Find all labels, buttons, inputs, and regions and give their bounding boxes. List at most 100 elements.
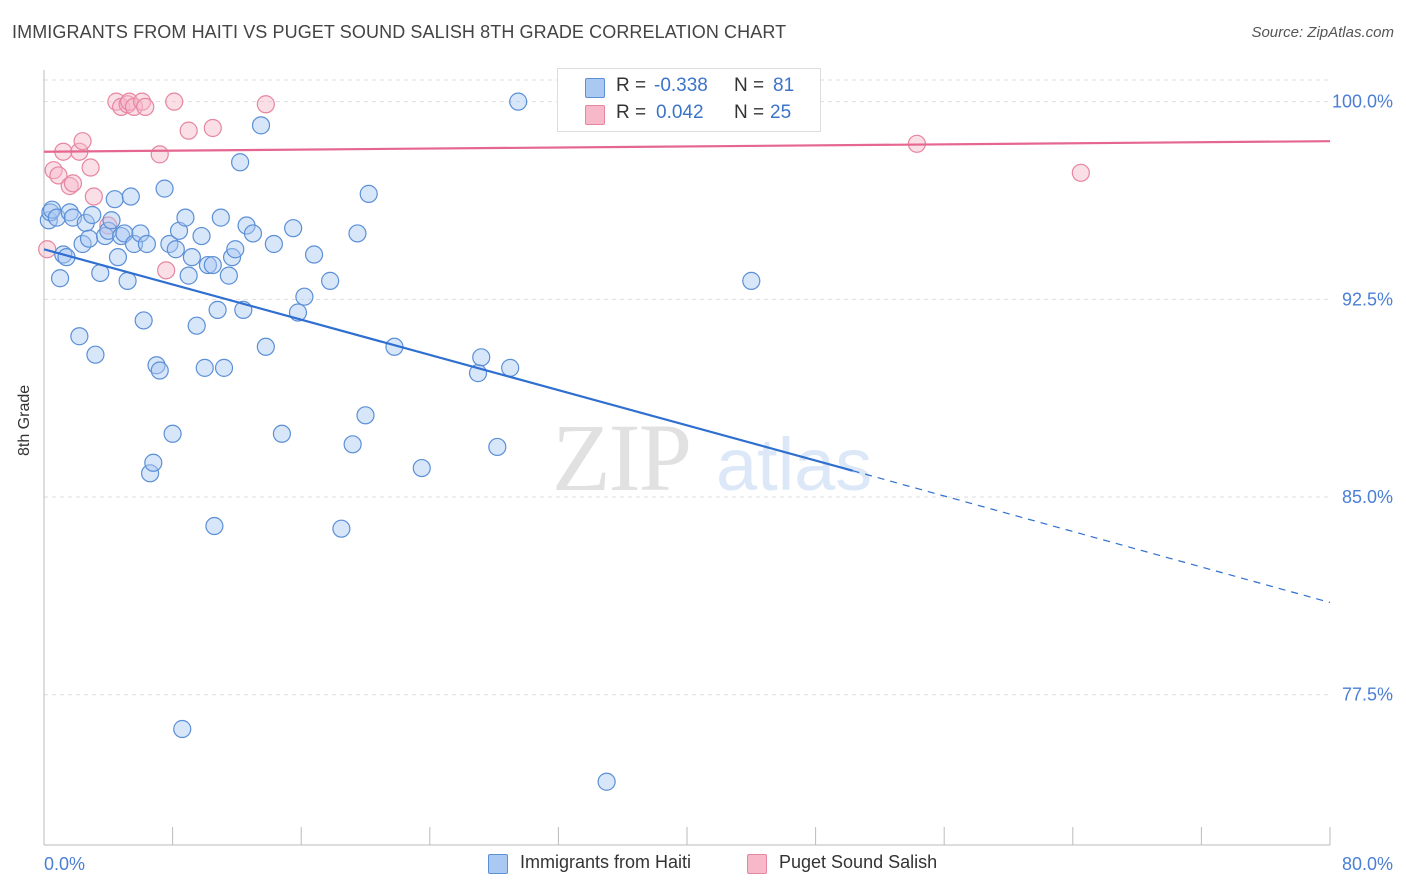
point-salish (1071, 163, 1090, 182)
point-salish (81, 158, 100, 177)
point-haiti (356, 406, 375, 425)
point-haiti (121, 187, 140, 206)
stats-box: R = -0.338 N = 81 R = 0.042 N = 25 (557, 68, 821, 132)
point-haiti (348, 224, 367, 243)
point-haiti (343, 435, 362, 454)
point-haiti (321, 271, 340, 290)
y-tick-label: 85.0% (1342, 487, 1393, 507)
point-haiti (195, 358, 214, 377)
y-tick-label: 92.5% (1342, 289, 1393, 309)
watermark-atlas: atlas (716, 423, 872, 506)
stats-r-value: 0.042 (656, 102, 704, 123)
legend-label: Puget Sound Salish (779, 852, 938, 872)
point-haiti (163, 424, 182, 443)
point-haiti (179, 266, 198, 285)
series-puget-sound-salish-points (38, 92, 1090, 280)
point-salish (107, 92, 126, 111)
point-salish (256, 95, 275, 114)
point-haiti (50, 269, 70, 288)
point-haiti (134, 311, 153, 330)
stats-r-label: R = (616, 75, 647, 96)
point-haiti (251, 116, 271, 135)
trend-line-haiti (43, 248, 853, 472)
point-salish (150, 145, 169, 164)
point-haiti (488, 437, 507, 457)
stats-r-value: -0.338 (654, 75, 708, 96)
watermark: ZIP atlas (552, 404, 872, 511)
point-haiti (83, 205, 102, 225)
point-haiti (211, 208, 230, 227)
point-haiti (284, 219, 303, 238)
point-salish (157, 261, 176, 280)
trend-line-haiti-extension (852, 470, 1331, 604)
stats-n-label: N = (734, 75, 765, 96)
stats-row-haiti: R = -0.338 N = 81 (558, 73, 820, 99)
point-haiti (124, 234, 144, 254)
stats-n-value: 25 (770, 102, 792, 123)
stats-swatch-pink (585, 105, 605, 125)
point-haiti (304, 245, 324, 264)
point-haiti (219, 266, 238, 285)
point-salish (165, 92, 184, 111)
axes (43, 70, 1331, 846)
point-haiti (256, 337, 275, 356)
point-haiti (332, 519, 351, 538)
point-haiti (295, 287, 314, 306)
point-haiti (412, 458, 431, 478)
point-salish (73, 132, 92, 151)
point-haiti (214, 358, 234, 377)
point-haiti (155, 179, 174, 198)
point-haiti (118, 271, 137, 290)
point-haiti (182, 248, 201, 267)
point-haiti (79, 229, 99, 248)
point-salish (179, 121, 198, 140)
point-haiti (60, 203, 79, 222)
point-haiti (597, 772, 616, 791)
point-salish (63, 174, 83, 193)
point-haiti (198, 255, 218, 275)
stats-n-value: 81 (773, 75, 795, 96)
legend-label: Immigrants from Haiti (520, 852, 692, 872)
x-tick-label-max: 80.0% (1342, 854, 1393, 874)
point-haiti (70, 327, 89, 346)
point-haiti (131, 224, 150, 243)
point-haiti (176, 208, 195, 227)
point-haiti (264, 234, 283, 254)
point-haiti (144, 453, 163, 472)
watermark-zip: ZIP (552, 404, 690, 511)
point-haiti (205, 516, 224, 536)
stats-r-label: R = (616, 102, 647, 123)
y-axis-label: 8th Grade (16, 384, 33, 456)
source-credit: Source: ZipAtlas.com (1251, 24, 1394, 41)
gridlines (44, 79, 1330, 696)
chart-title: IMMIGRANTS FROM HAITI VS PUGET SOUND SAL… (12, 22, 787, 42)
point-haiti (243, 224, 263, 243)
point-haiti (742, 271, 761, 290)
point-salish (99, 216, 118, 235)
point-haiti (150, 361, 169, 380)
legend-swatch-blue (488, 854, 508, 874)
point-haiti (102, 211, 121, 230)
trend-lines (43, 140, 1331, 604)
y-tick-label: 77.5% (1342, 685, 1393, 705)
stats-row-salish: R = 0.042 N = 25 (558, 100, 820, 126)
point-haiti (192, 226, 211, 246)
point-haiti (105, 190, 124, 209)
point-haiti (472, 348, 491, 367)
point-haiti (203, 255, 222, 275)
x-tick-label-min: 0.0% (44, 854, 85, 874)
trend-line-salish (43, 140, 1331, 153)
legend-swatch-pink (747, 854, 767, 874)
point-salish (44, 161, 63, 180)
point-salish (60, 176, 79, 196)
series-immigrants-from-haiti-points (39, 92, 761, 791)
point-haiti (95, 226, 115, 246)
point-haiti (187, 316, 206, 335)
point-haiti (147, 356, 166, 375)
point-salish (49, 166, 68, 185)
point-haiti (231, 153, 250, 172)
y-tick-label: 100.0% (1332, 92, 1393, 112)
point-haiti (140, 464, 160, 483)
point-salish (84, 187, 103, 206)
